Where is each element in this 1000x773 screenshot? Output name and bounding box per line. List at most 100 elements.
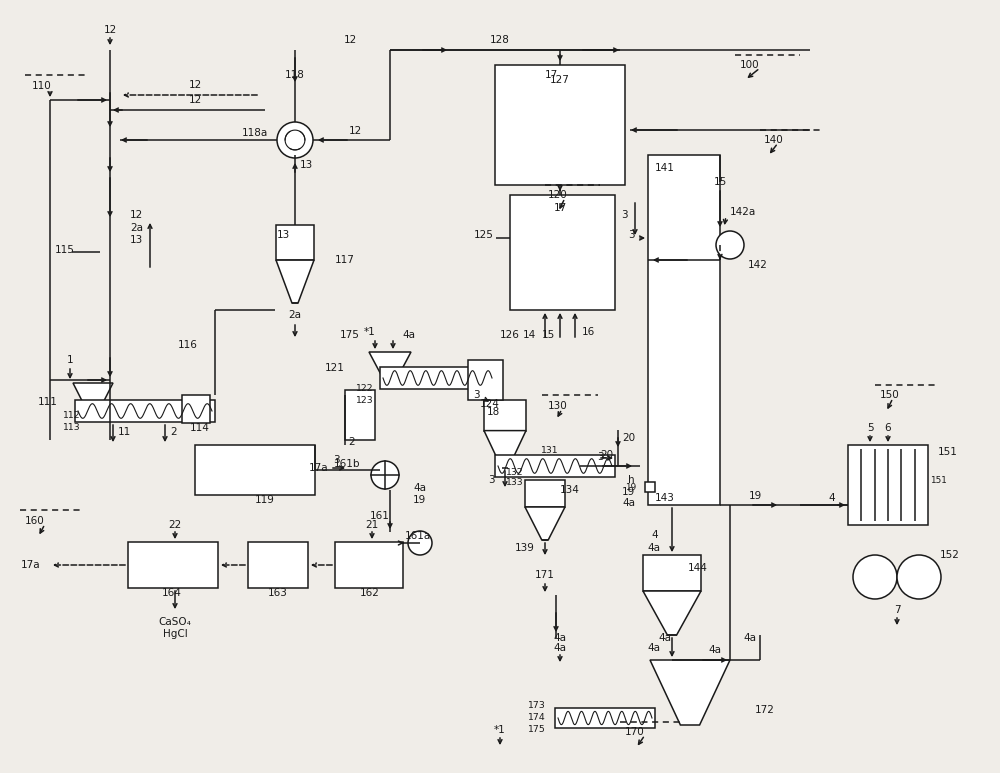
Text: 4a: 4a: [402, 330, 415, 340]
Text: *1: *1: [494, 725, 506, 735]
Text: 112: 112: [62, 410, 80, 420]
Bar: [380, 367, 495, 389]
Text: 114: 114: [190, 423, 210, 433]
Text: 124: 124: [480, 399, 500, 409]
Bar: [75, 400, 215, 422]
Text: 5: 5: [867, 423, 873, 433]
Bar: [335, 542, 403, 588]
Text: 118a: 118a: [242, 128, 268, 138]
Text: 111: 111: [38, 397, 58, 407]
Text: 4a: 4a: [647, 643, 660, 653]
Text: 2a: 2a: [289, 310, 302, 320]
Polygon shape: [525, 507, 565, 540]
Text: 163: 163: [268, 588, 288, 598]
Bar: [510, 195, 615, 310]
Text: 171: 171: [535, 570, 555, 580]
Text: 131: 131: [540, 445, 558, 455]
Text: 113: 113: [62, 423, 80, 431]
Text: 164: 164: [162, 588, 182, 598]
Text: 142: 142: [748, 260, 768, 270]
Text: 4a: 4a: [744, 633, 757, 643]
Text: 120: 120: [548, 190, 568, 200]
Text: 12: 12: [348, 126, 362, 136]
Text: 12: 12: [343, 35, 357, 45]
Text: 115: 115: [55, 245, 75, 255]
Circle shape: [371, 461, 399, 489]
Bar: [128, 542, 218, 588]
Text: 122: 122: [355, 383, 373, 393]
Bar: [276, 225, 314, 260]
Polygon shape: [650, 660, 730, 725]
Text: 117: 117: [335, 255, 355, 265]
Bar: [848, 445, 928, 525]
Bar: [345, 390, 375, 440]
Circle shape: [408, 531, 432, 555]
Text: 17: 17: [545, 70, 558, 80]
Text: 12: 12: [188, 95, 202, 105]
Bar: [645, 482, 655, 492]
Text: 19: 19: [748, 491, 762, 501]
Text: 14: 14: [523, 330, 536, 340]
Circle shape: [853, 555, 897, 599]
Text: 20: 20: [600, 450, 613, 460]
Text: 21: 21: [365, 520, 379, 530]
Bar: [468, 360, 503, 400]
Text: 4: 4: [651, 530, 658, 540]
Text: 2a: 2a: [130, 223, 143, 233]
Text: 100: 100: [740, 60, 760, 70]
Text: 127: 127: [550, 75, 570, 85]
Text: 162: 162: [360, 588, 380, 598]
Bar: [182, 395, 210, 423]
Text: 150: 150: [880, 390, 900, 400]
Text: 4a: 4a: [554, 643, 566, 653]
Text: 4a: 4a: [647, 543, 660, 553]
Text: 13: 13: [130, 235, 143, 245]
Text: 12: 12: [188, 80, 202, 90]
Text: 132: 132: [505, 468, 523, 476]
Text: 151: 151: [930, 475, 947, 485]
Text: 3: 3: [628, 230, 635, 240]
Text: 144: 144: [688, 563, 708, 573]
Bar: [495, 65, 625, 185]
Text: 134: 134: [560, 485, 580, 495]
Text: 139: 139: [515, 543, 535, 553]
Bar: [643, 555, 701, 591]
Text: 3: 3: [473, 390, 480, 400]
Text: 123: 123: [355, 396, 373, 404]
Text: 151: 151: [938, 447, 958, 457]
Text: 161b: 161b: [334, 459, 360, 469]
Text: 118: 118: [285, 70, 305, 80]
Text: 133: 133: [505, 478, 523, 486]
Text: 3: 3: [488, 475, 495, 485]
Text: 4a: 4a: [554, 633, 566, 643]
Polygon shape: [73, 383, 113, 413]
Polygon shape: [484, 431, 526, 468]
Text: 17: 17: [553, 203, 567, 213]
Text: 170: 170: [625, 727, 645, 737]
Text: 13: 13: [300, 160, 313, 170]
Text: 17a: 17a: [308, 463, 328, 473]
Text: 15: 15: [713, 177, 727, 187]
Text: 152: 152: [940, 550, 960, 560]
Text: 18: 18: [487, 407, 500, 417]
Text: 3: 3: [621, 210, 628, 220]
Text: 16: 16: [582, 327, 595, 337]
Bar: [555, 708, 655, 728]
Bar: [525, 480, 565, 507]
Text: 7: 7: [894, 605, 900, 615]
Text: 175: 175: [527, 726, 545, 734]
Text: 143: 143: [655, 493, 675, 503]
Circle shape: [897, 555, 941, 599]
Text: 12: 12: [130, 210, 143, 220]
Text: 2: 2: [170, 427, 177, 437]
Text: 119: 119: [255, 495, 275, 505]
Text: 141: 141: [655, 163, 675, 173]
Text: 116: 116: [178, 340, 198, 350]
Text: 2: 2: [348, 437, 355, 447]
Text: 126: 126: [500, 330, 520, 340]
Text: 110: 110: [32, 81, 52, 91]
Polygon shape: [369, 352, 411, 382]
Text: 4a: 4a: [708, 645, 722, 655]
Text: 4a: 4a: [622, 498, 635, 508]
Text: 11: 11: [118, 427, 131, 437]
